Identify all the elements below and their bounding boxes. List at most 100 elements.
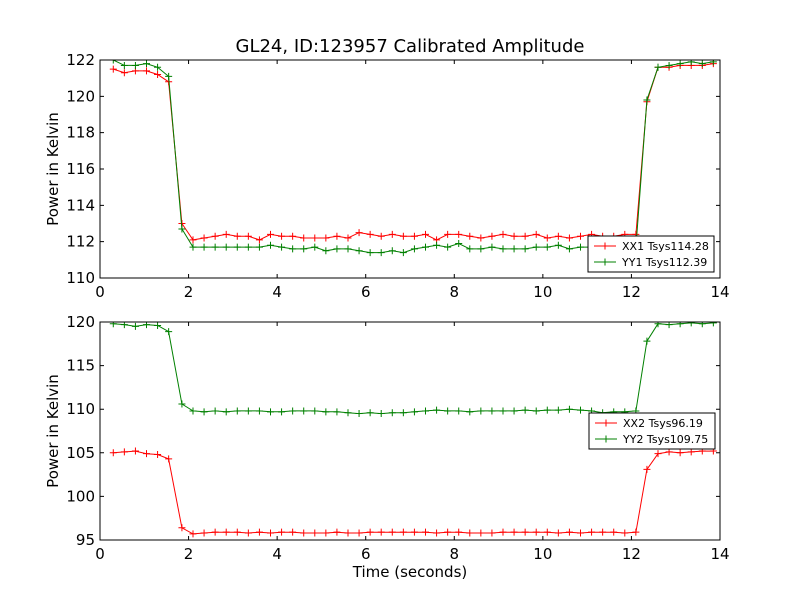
x-tick-label-0-0: 0 [95, 283, 105, 301]
data-point-0-0-4 [154, 71, 162, 79]
data-point-0-1-15 [278, 243, 286, 251]
data-point-0-1-19 [322, 247, 330, 255]
data-point-1-1-25 [388, 409, 396, 417]
y-tick-label-1-4: 115 [66, 357, 95, 375]
data-point-1-1-2 [131, 322, 139, 330]
x-tick-label-0-5: 10 [533, 283, 552, 301]
data-point-1-0-18 [311, 529, 319, 537]
data-point-1-0-14 [267, 529, 274, 537]
data-point-0-1-10 [222, 243, 230, 251]
data-point-0-0-17 [300, 234, 308, 242]
data-point-1-1-52 [687, 322, 695, 327]
data-point-1-1-37 [521, 406, 529, 414]
data-point-1-1-8 [200, 408, 208, 416]
data-point-0-1-32 [466, 245, 474, 253]
legend-label-0-1: YY1 Tsys112.39 [621, 256, 707, 269]
data-point-1-1-40 [554, 406, 562, 414]
data-point-1-1-7 [189, 407, 197, 415]
y-tick-label-0-3: 116 [66, 160, 95, 178]
data-point-0-0-14 [267, 230, 274, 238]
y-tick-label-1-2: 105 [66, 444, 95, 462]
data-point-1-0-43 [588, 528, 596, 536]
data-point-1-1-9 [211, 407, 219, 415]
data-point-1-0-45 [610, 528, 618, 536]
data-point-0-0-21 [344, 234, 352, 242]
data-point-0-0-11 [233, 232, 241, 240]
data-point-0-1-14 [267, 241, 274, 249]
data-point-0-1-16 [289, 245, 297, 253]
data-point-1-0-48 [643, 465, 651, 473]
data-point-1-1-49 [654, 322, 662, 328]
data-point-0-1-26 [399, 249, 407, 257]
data-point-1-1-18 [311, 407, 319, 415]
data-point-1-1-0 [109, 322, 117, 328]
data-point-0-0-16 [289, 232, 297, 240]
data-point-0-1-11 [233, 243, 241, 251]
data-point-0-1-5 [165, 72, 173, 80]
x-axis-label-1: Time (seconds) [352, 563, 468, 581]
bottom-panel: 0 2 4 6 8 10 12 14 95 100 105 110 115 120 Power in Kel… [44, 313, 730, 581]
x-tick-label-0-4: 8 [450, 283, 460, 301]
data-point-0-0-1 [120, 69, 128, 77]
data-point-1-1-30 [444, 407, 452, 415]
data-point-0-0-27 [410, 232, 418, 240]
data-point-1-1-54 [709, 322, 717, 327]
data-point-1-0-37 [521, 528, 529, 536]
data-point-0-1-9 [211, 243, 219, 251]
data-point-1-0-13 [255, 528, 263, 536]
x-tick-label-0-6: 12 [622, 283, 641, 301]
data-point-1-0-50 [665, 448, 673, 456]
figure-title: GL24, ID:123957 Calibrated Amplitude [236, 36, 585, 57]
data-point-0-0-20 [333, 232, 341, 240]
data-point-1-0-39 [543, 528, 551, 536]
data-point-1-1-36 [510, 407, 518, 415]
data-point-0-1-40 [554, 241, 562, 249]
plot-area-0 [109, 60, 717, 257]
data-point-0-1-21 [344, 245, 352, 253]
data-point-0-1-42 [577, 243, 584, 251]
data-point-0-1-22 [355, 247, 363, 255]
series-line-1-1 [113, 322, 714, 415]
data-point-0-1-25 [388, 247, 396, 255]
data-point-0-0-26 [399, 232, 407, 240]
x-tick-label-0-3: 6 [361, 283, 371, 301]
data-point-0-1-18 [311, 243, 319, 251]
data-point-0-1-48 [643, 96, 651, 104]
data-point-0-0-10 [222, 230, 230, 238]
data-point-0-0-7 [189, 236, 197, 244]
data-point-0-1-7 [189, 243, 197, 251]
data-point-0-0-41 [565, 234, 573, 242]
y-tick-label-0-4: 118 [66, 124, 95, 142]
data-point-0-1-50 [665, 61, 673, 69]
x-tick-label-0-1: 2 [184, 283, 194, 301]
data-point-0-0-30 [444, 230, 452, 238]
data-point-0-1-49 [654, 63, 662, 71]
data-point-0-1-30 [444, 243, 452, 251]
data-point-1-1-5 [165, 328, 173, 336]
data-point-0-1-39 [543, 243, 551, 251]
data-point-1-1-28 [422, 407, 429, 415]
data-point-0-1-23 [366, 249, 374, 257]
data-point-1-1-23 [366, 409, 374, 417]
series-line-0-1 [113, 60, 714, 254]
x-tick-label-1-0: 0 [95, 545, 105, 563]
data-point-1-1-11 [233, 407, 241, 415]
x-tick-label-1-1: 2 [184, 545, 194, 563]
data-point-1-1-22 [355, 410, 363, 418]
legend-marker-1-0 [602, 419, 610, 427]
data-point-0-0-19 [322, 234, 330, 242]
data-point-0-0-34 [488, 232, 496, 240]
data-point-0-0-25 [388, 230, 396, 238]
data-point-0-0-12 [244, 232, 252, 240]
data-point-1-0-35 [499, 528, 507, 536]
y-tick-label-0-6: 122 [66, 51, 95, 69]
data-point-1-0-40 [554, 529, 562, 537]
data-point-1-0-23 [366, 528, 374, 536]
x-tick-label-1-3: 6 [361, 545, 371, 563]
data-point-1-0-12 [244, 529, 252, 537]
data-point-0-0-28 [422, 230, 429, 238]
data-point-0-1-34 [488, 243, 496, 251]
data-point-0-1-38 [532, 243, 540, 251]
x-tick-label-1-6: 12 [622, 545, 641, 563]
legend-label-1-0: XX2 Tsys96.19 [623, 417, 703, 430]
